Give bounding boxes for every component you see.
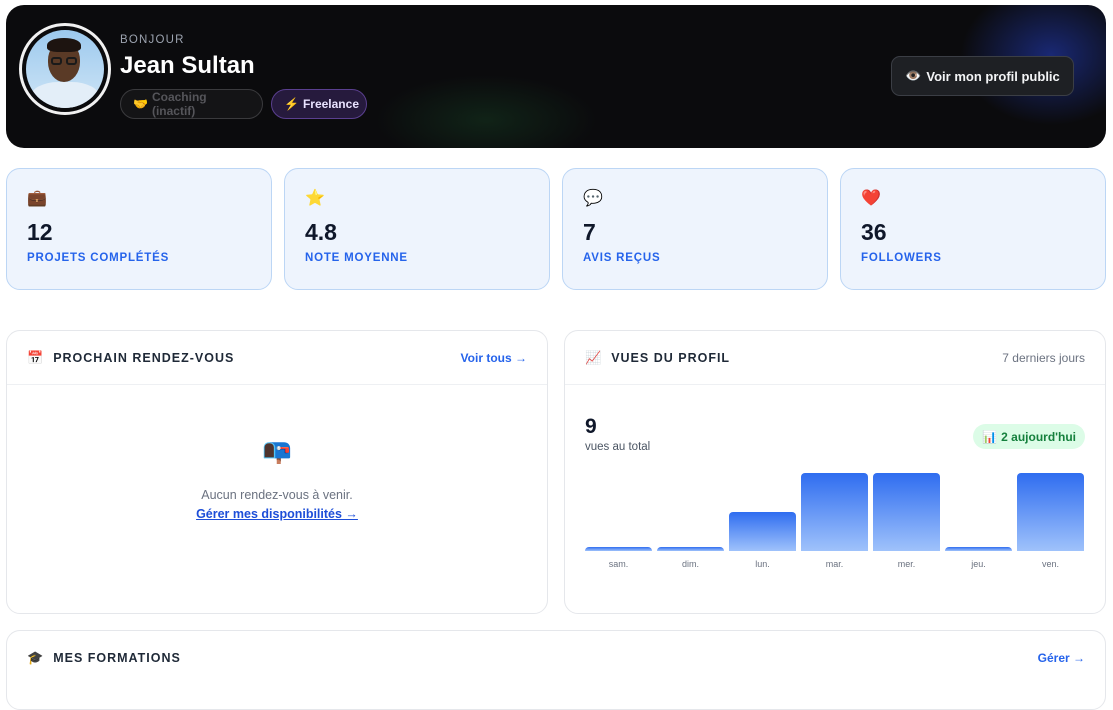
greeting: BONJOUR [120,34,185,46]
chart-tick-label: mar. [825,559,844,569]
stat-card-reviews: 💬 7 AVIS REÇUS [562,168,828,290]
views-total-label: vues au total [585,441,651,453]
period-label: 7 derniers jours [1002,351,1085,365]
chart-tick-label: dim. [681,559,699,569]
card-header: 📅 PROCHAIN RENDEZ-VOUS Voir tous → [7,331,547,385]
lightning-icon: ⚡ [284,97,299,111]
profile-views-title: VUES DU PROFIL [611,351,731,365]
chart-tick-label: lun. [755,559,770,569]
views-bar-chart: sam. dim. lun. mar. mer. jeu. ven. [585,471,1085,571]
eye-icon: 👁️ [905,68,922,83]
chart-increasing-icon: 📈 [585,350,603,365]
avatar[interactable] [19,23,111,115]
stat-value: 36 [861,219,887,245]
profile-hero: BONJOUR Jean Sultan 🤝 Coaching (inactif)… [6,5,1106,148]
stat-value: 7 [583,219,596,245]
profile-views-card: 📈 VUES DU PROFIL 7 derniers jours 9 vues… [564,330,1106,614]
graduation-cap-icon: 🎓 [27,650,45,665]
today-views-label: 2 aujourd'hui [1001,429,1076,444]
stat-label: NOTE MOYENNE [305,252,408,264]
stat-value: 12 [27,219,53,245]
chart-tick-label: sam. [608,559,629,569]
stat-label: PROJETS COMPLÉTÉS [27,252,170,264]
empty-state-text: Aucun rendez-vous à venir. [201,488,353,502]
chart-tick-label: ven. [1041,559,1059,569]
chart-bar-4 [873,473,940,551]
avatar-photo [26,30,104,108]
card-title: 📈 VUES DU PROFIL [585,350,730,366]
view-public-profile-label: Voir mon profil public [926,68,1060,84]
card-title: 🎓 MES FORMATIONS [27,650,181,666]
chart-tick-label: jeu. [971,559,986,569]
chart-bar-3 [801,473,868,551]
speech-bubble-icon: 💬 [583,190,603,207]
coaching-badge-label: Coaching (inactif) [151,90,207,118]
freelance-badge-label: Freelance [302,97,359,111]
card-header: 📈 VUES DU PROFIL 7 derniers jours [565,331,1105,385]
chart-bar-2 [729,512,796,551]
chart-bar-0 [585,547,652,551]
appointments-title: PROCHAIN RENDEZ-VOUS [53,351,235,365]
handshake-icon: 🤝 [133,97,148,111]
view-public-profile-button[interactable]: 👁️ Voir mon profil public [891,56,1074,96]
bar-chart-icon: 📊 [982,429,998,444]
today-views-badge: 📊 2 aujourd'hui [973,424,1085,449]
manage-availability-link[interactable]: Gérer mes disponibilités → [196,507,358,521]
user-name: Jean Sultan [120,52,255,79]
card-title: 📅 PROCHAIN RENDEZ-VOUS [27,350,234,366]
coaching-badge[interactable]: 🤝 Coaching (inactif) [120,89,263,119]
formations-card: 🎓 MES FORMATIONS Gérer → [6,630,1106,710]
card-header: 🎓 MES FORMATIONS Gérer → [7,631,1105,685]
chart-bar-6 [1017,473,1084,551]
stat-card-rating: ⭐ 4.8 NOTE MOYENNE [284,168,550,290]
chart-bar-1 [657,547,724,551]
chart-tick-label: mer. [897,559,916,569]
heart-icon: ❤️ [861,190,881,207]
mailbox-icon: 📭 [262,438,292,465]
see-all-appointments-link[interactable]: Voir tous → [460,351,527,365]
views-total: 9 [585,415,597,438]
stat-card-followers: ❤️ 36 FOLLOWERS [840,168,1106,290]
appointments-card: 📅 PROCHAIN RENDEZ-VOUS Voir tous → 📭 Auc… [6,330,548,614]
stat-label: FOLLOWERS [861,252,942,264]
star-icon: ⭐ [305,190,325,207]
stat-label: AVIS REÇUS [583,252,661,264]
chart-bar-5 [945,547,1012,551]
stat-card-projects: 💼 12 PROJETS COMPLÉTÉS [6,168,272,290]
freelance-badge[interactable]: ⚡ Freelance [271,89,367,119]
briefcase-icon: 💼 [27,190,47,207]
manage-formations-link[interactable]: Gérer → [1037,651,1085,665]
stat-value: 4.8 [305,219,337,245]
calendar-icon: 📅 [27,350,45,365]
formations-title: MES FORMATIONS [53,651,181,665]
